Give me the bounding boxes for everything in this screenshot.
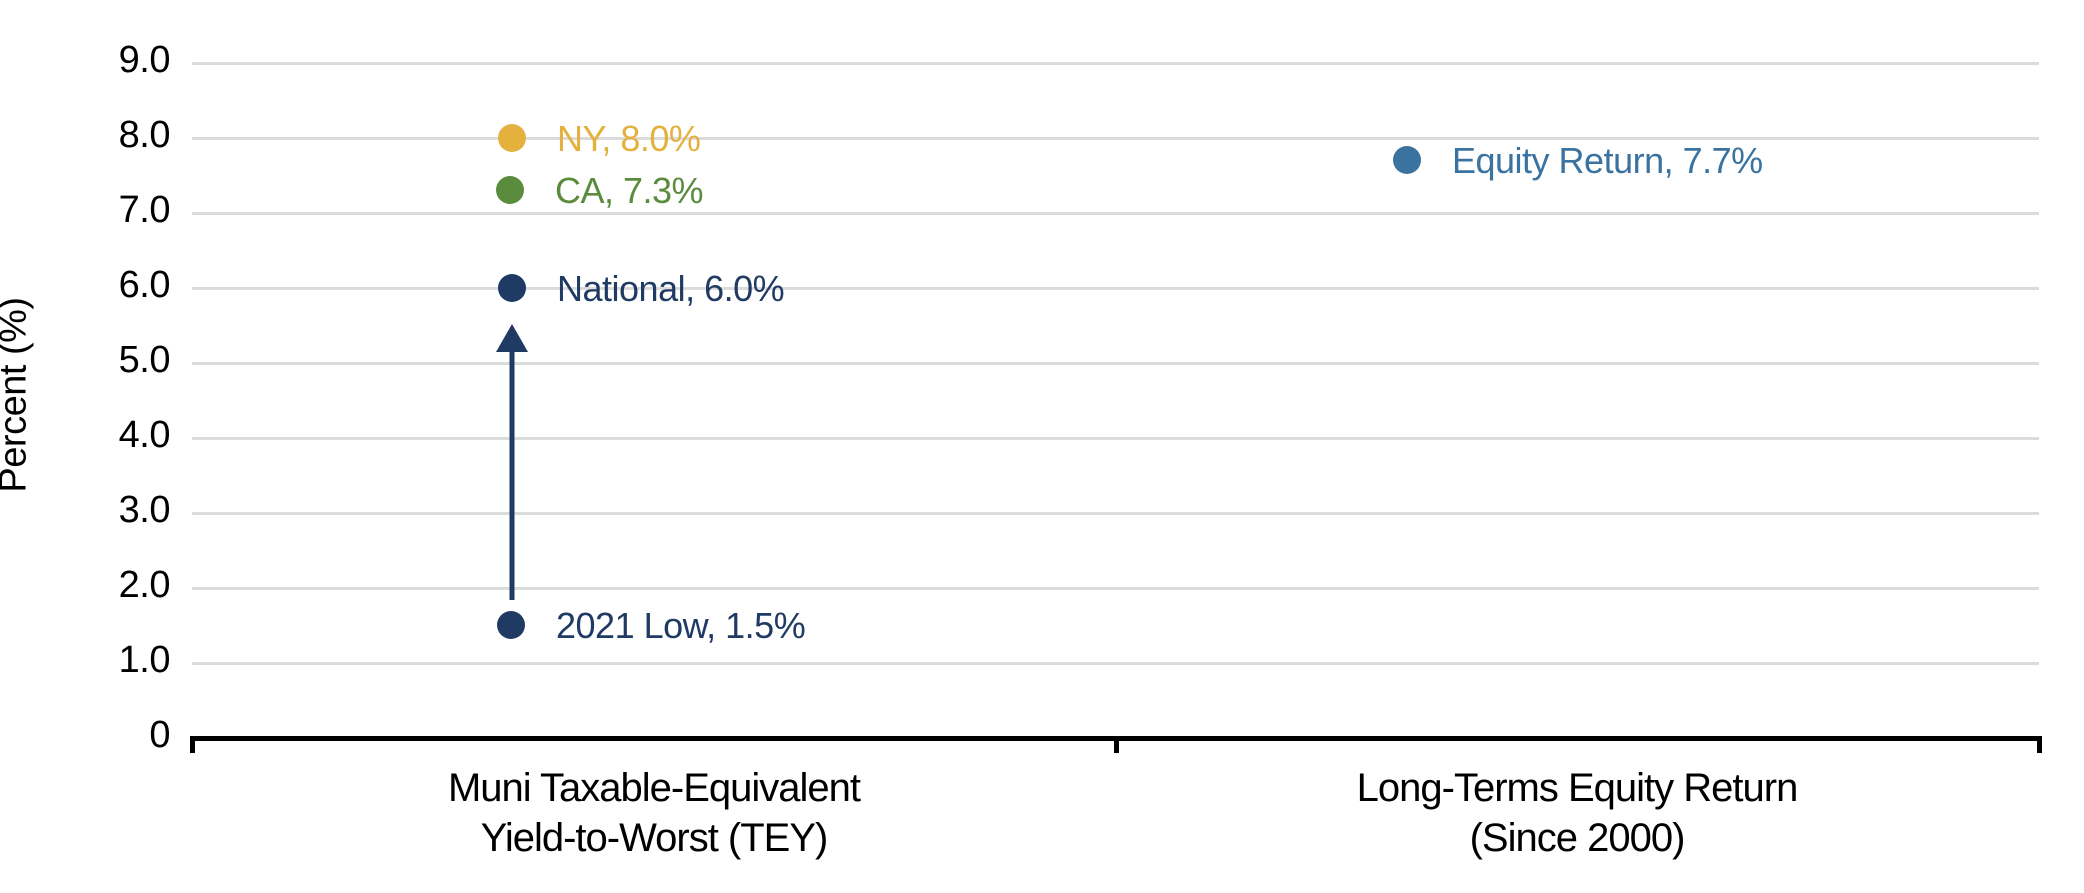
- category-label-line: (Since 2000): [1469, 816, 1686, 860]
- y-tick-label: 4.0: [118, 414, 171, 456]
- x-axis-tick: [1114, 736, 1119, 753]
- category-label-muni-tey: Muni Taxable-Equivalent Yield-to-Worst (T…: [447, 763, 861, 863]
- y-gridline: [192, 62, 2039, 65]
- y-tick-label: 7.0: [118, 189, 171, 231]
- y-gridline: [192, 287, 2039, 290]
- data-point-label-2021-low: 2021 Low, 1.5%: [556, 605, 806, 646]
- category-label-long-term-equity: Long-Terms Equity Return (Since 2000): [1356, 763, 1799, 863]
- y-gridline: [192, 437, 2039, 440]
- trend-arrow-head: [496, 324, 528, 352]
- trend-arrow-shaft: [509, 348, 515, 600]
- y-gridline: [192, 137, 2039, 140]
- data-point-dot-ca: [496, 176, 524, 204]
- category-label-line: Muni Taxable-Equivalent: [447, 766, 861, 810]
- category-label-line: Long-Terms Equity Return: [1356, 766, 1799, 810]
- y-gridline: [192, 587, 2039, 590]
- y-gridline: [192, 662, 2039, 665]
- data-point-label-equity-return: Equity Return, 7.7%: [1452, 140, 1763, 181]
- data-point-label-ny: NY, 8.0%: [557, 118, 701, 159]
- y-gridline: [192, 362, 2039, 365]
- data-point-dot-national: [498, 274, 526, 302]
- y-tick-label: 6.0: [118, 264, 171, 306]
- x-axis-tick: [2037, 736, 2042, 753]
- y-gridline: [192, 212, 2039, 215]
- y-tick-label: 1.0: [118, 639, 171, 681]
- data-point-label-national: National, 6.0%: [557, 268, 785, 309]
- data-point-dot-ny: [498, 124, 526, 152]
- y-gridline: [192, 512, 2039, 515]
- y-tick-label: 9.0: [118, 39, 171, 81]
- y-tick-label: 5.0: [118, 339, 171, 381]
- data-point-dot-2021-low: [497, 611, 525, 639]
- y-tick-label: 2.0: [118, 564, 171, 606]
- y-tick-label: 0: [149, 714, 170, 756]
- category-label-line: Yield-to-Worst (TEY): [480, 816, 829, 860]
- data-point-dot-equity-return: [1393, 146, 1421, 174]
- x-axis-tick: [190, 736, 195, 753]
- y-tick-label: 8.0: [118, 114, 171, 156]
- y-axis-title: Percent (%): [0, 297, 35, 493]
- y-tick-label: 3.0: [118, 489, 171, 531]
- data-point-label-ca: CA, 7.3%: [555, 170, 704, 211]
